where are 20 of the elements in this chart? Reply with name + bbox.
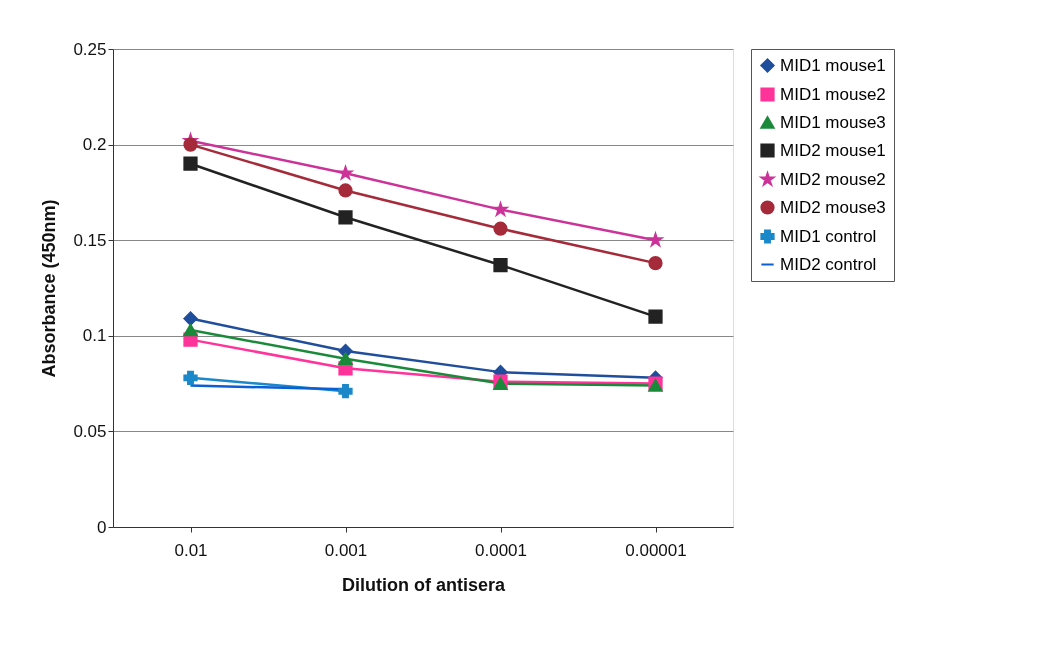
legend-label: MID2 control — [780, 254, 877, 274]
y-tick-label: 0 — [97, 517, 107, 537]
legend-label: MID1 mouse3 — [780, 112, 886, 132]
x-tick-label: 0.00001 — [625, 540, 687, 560]
x-axis-title: Dilution of antisera — [341, 574, 506, 595]
y-axis-title: Absorbance (450nm) — [39, 199, 60, 378]
y-tick-label: 0.1 — [82, 326, 107, 346]
y-tick-label: 0.25 — [73, 39, 107, 59]
y-tick-label: 0.05 — [73, 421, 107, 441]
legend-label: MID1 mouse1 — [780, 55, 886, 75]
legend-label: MID1 mouse2 — [780, 84, 886, 104]
legend-label: MID2 mouse3 — [780, 197, 886, 217]
x-tick-label: 0.001 — [324, 540, 368, 560]
legend-label: MID2 mouse2 — [780, 169, 886, 189]
y-tick-label: 0.15 — [73, 230, 107, 250]
x-tick-label: 0.01 — [174, 540, 208, 560]
legend-label: MID2 mouse1 — [780, 140, 886, 160]
x-tick-label: 0.0001 — [475, 540, 527, 560]
y-tick-label: 0.2 — [82, 135, 107, 155]
legend-label: MID1 control — [780, 226, 877, 246]
